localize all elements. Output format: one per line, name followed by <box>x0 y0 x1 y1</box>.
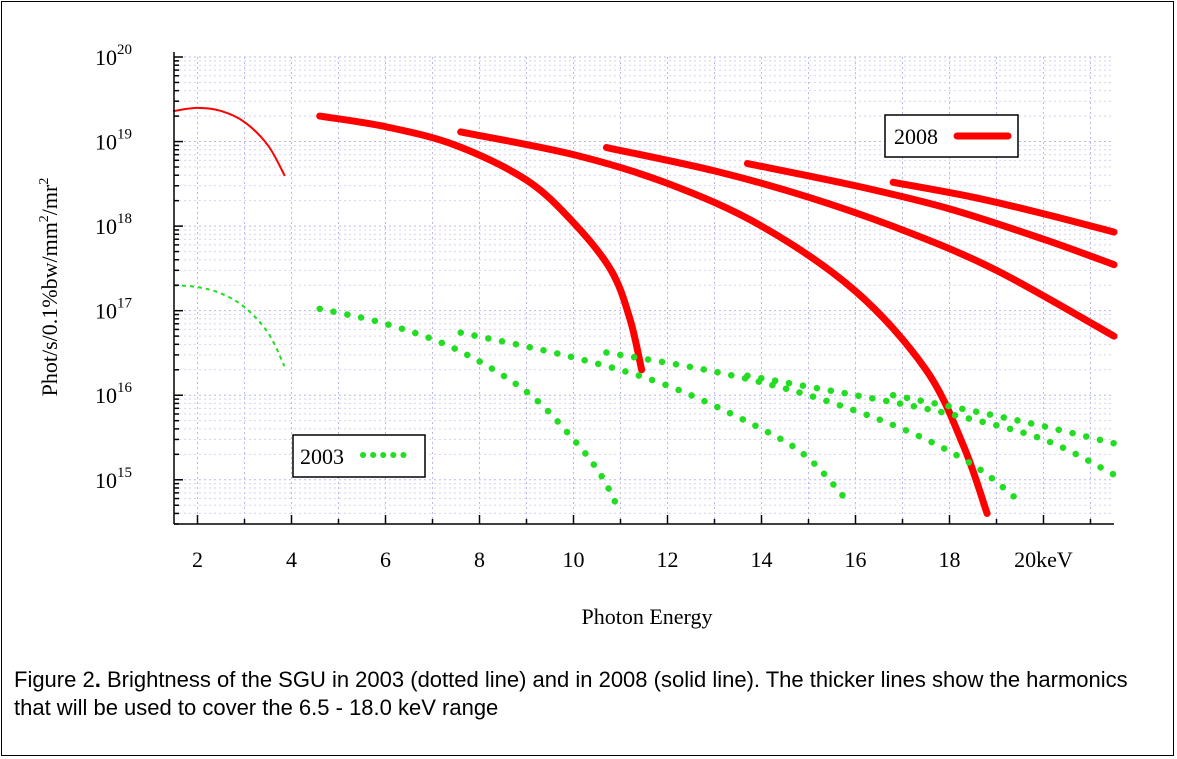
caption-bold-mark: . <box>94 667 101 692</box>
series-2003-harmonic-1 <box>173 284 286 367</box>
axes <box>173 52 1114 525</box>
x-tick-label: 12 <box>657 547 679 572</box>
y-axis-label: Phot/s/0.1%bw/mm2/mr2 <box>37 178 62 397</box>
legend-2003-label: 2003 <box>300 444 344 469</box>
figure-caption: Figure 2. Brightness of the SGU in 2003 … <box>14 666 1164 722</box>
x-tick-label: 20keV <box>1014 547 1073 572</box>
series-2003-harmonic-5 <box>744 372 1118 478</box>
x-tick-label: 16 <box>845 547 867 572</box>
tick-labels: 2 4 6 8 10 12 14 16 18 20keV 1015 1016 1017 1018 1019 1… <box>95 42 1073 572</box>
y-tick-label: 1016 <box>95 380 133 408</box>
y-tick-label: 1015 <box>95 465 132 493</box>
series-2008-harmonic-5 <box>743 160 1118 269</box>
x-tick-label: 14 <box>751 547 773 572</box>
x-tick-label: 8 <box>474 547 485 572</box>
y-tick-label: 1019 <box>95 127 132 155</box>
series-2003-harmonic-6 <box>889 391 1118 447</box>
x-tick-label: 18 <box>939 547 961 572</box>
y-tick-label: 1018 <box>95 211 132 239</box>
series-2008-harmonic-6 <box>889 178 1118 236</box>
x-tick-label: 2 <box>192 547 203 572</box>
series-2008-harmonic-3 <box>457 128 991 517</box>
series-2008-harmonic-1 <box>173 106 286 177</box>
legend-2008: 2008 <box>884 114 1019 158</box>
series-2003-harmonic-3 <box>457 329 855 509</box>
caption-text: Brightness of the SGU in 2003 (dotted li… <box>14 667 1128 720</box>
grid <box>174 56 1114 525</box>
series-2008-harmonic-4 <box>602 144 1118 340</box>
x-tick-label: 10 <box>563 547 585 572</box>
y-tick-label: 1017 <box>95 296 133 324</box>
series-2003-harmonic-2 <box>316 305 624 517</box>
x-tick-label: 6 <box>380 547 391 572</box>
legend-2008-label: 2008 <box>894 124 938 149</box>
x-tick-label: 4 <box>286 547 297 572</box>
series-layer <box>173 106 1118 517</box>
x-axis-label: Photon Energy <box>582 604 713 629</box>
caption-prefix: Figure 2 <box>14 667 95 692</box>
series-2003-harmonic-4 <box>603 349 1024 505</box>
legend-2003: 2003 <box>292 434 426 478</box>
series-2008-harmonic-2 <box>316 112 646 374</box>
y-tick-label: 1020 <box>95 42 132 70</box>
